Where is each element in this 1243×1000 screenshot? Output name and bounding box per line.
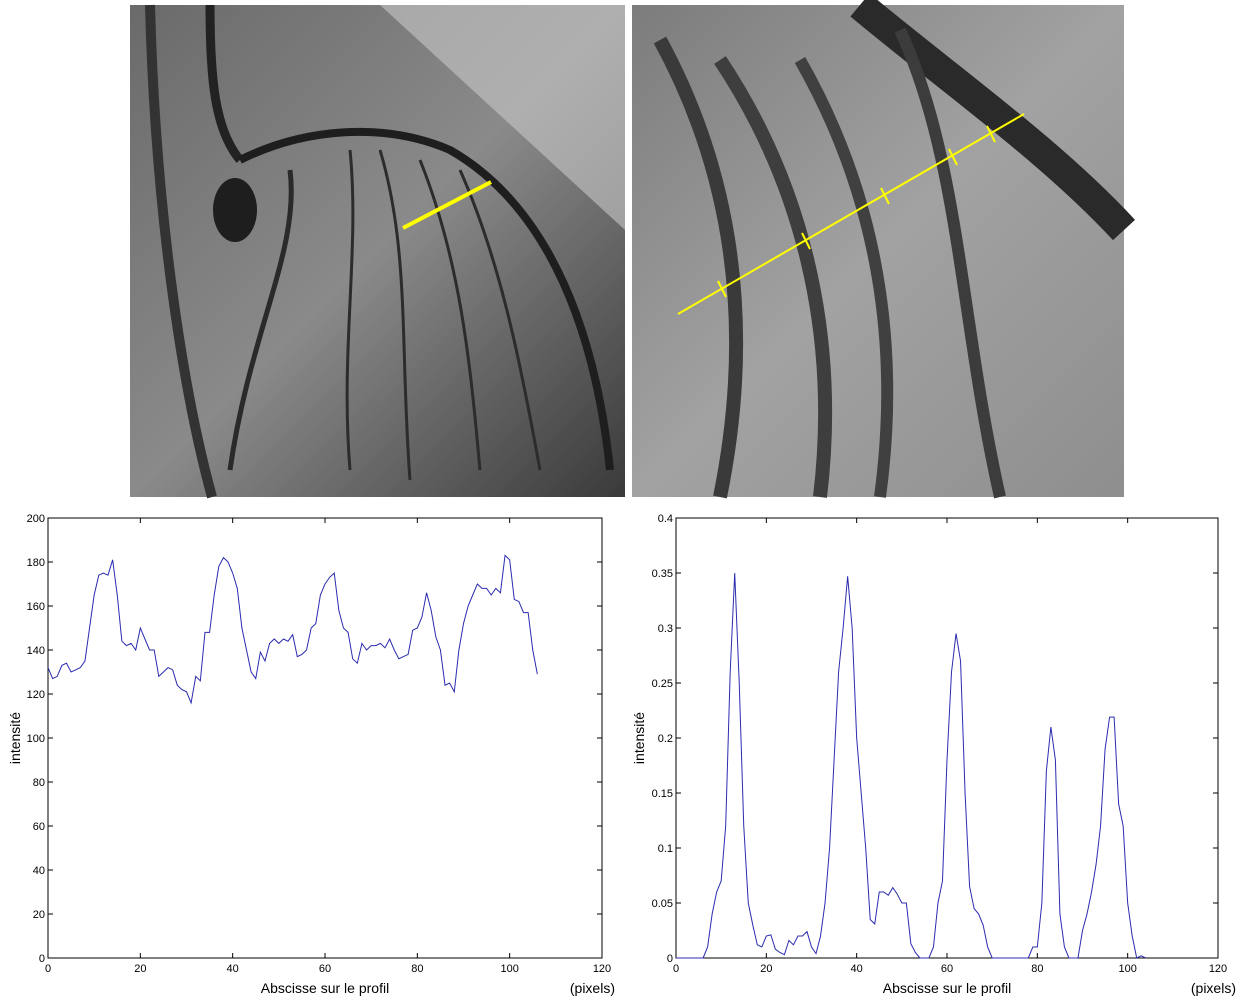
x-tick-label: 80 xyxy=(1031,963,1043,975)
y-tick-label: 120 xyxy=(27,689,45,701)
y-tick-label: 0.1 xyxy=(658,843,673,855)
x-tick-label: 40 xyxy=(851,963,863,975)
y-tick-label: 180 xyxy=(27,557,45,569)
y-tick-label: 0 xyxy=(667,953,673,965)
y-tick-label: 0.2 xyxy=(658,733,673,745)
x-tick-label: 100 xyxy=(500,963,518,975)
profile-line xyxy=(47,554,538,705)
x-tick-label: 100 xyxy=(1118,963,1136,975)
profile-line xyxy=(676,572,1146,959)
y-tick-label: 20 xyxy=(33,909,45,921)
y-tick-label: 140 xyxy=(27,645,45,657)
x-tick-label: 120 xyxy=(1209,963,1227,975)
x-tick-label: 80 xyxy=(411,963,423,975)
y-tick-label: 0.25 xyxy=(652,678,673,690)
y-tick-label: 80 xyxy=(33,777,45,789)
x-axis-unit: (pixels) xyxy=(570,980,615,996)
x-axis-unit: (pixels) xyxy=(1191,980,1236,996)
y-tick-label: 0.35 xyxy=(652,568,673,580)
x-tick-label: 0 xyxy=(673,963,679,975)
y-tick-label: 100 xyxy=(27,733,45,745)
y-tick-label: 0.4 xyxy=(658,513,673,525)
y-tick-label: 40 xyxy=(33,865,45,877)
x-tick-label: 60 xyxy=(941,963,953,975)
y-tick-label: 0.3 xyxy=(658,623,673,635)
y-tick-label: 0.05 xyxy=(652,898,673,910)
y-tick-label: 0.15 xyxy=(652,788,673,800)
x-axis-label: Abscisse sur le profil xyxy=(261,980,389,996)
y-tick-label: 60 xyxy=(33,821,45,833)
x-axis-label: Abscisse sur le profil xyxy=(883,980,1011,996)
x-tick-label: 20 xyxy=(760,963,772,975)
x-tick-label: 120 xyxy=(593,963,611,975)
x-tick-label: 40 xyxy=(227,963,239,975)
x-tick-label: 20 xyxy=(134,963,146,975)
angiogram-zoom xyxy=(632,0,1136,499)
y-tick-label: 160 xyxy=(27,601,45,613)
plot-frame xyxy=(675,517,1219,959)
y-axis-label: intensité xyxy=(7,712,23,764)
y-tick-label: 0 xyxy=(39,953,45,965)
y-tick-label: 200 xyxy=(27,513,45,525)
x-tick-label: 0 xyxy=(45,963,51,975)
y-axis-label: intensité xyxy=(631,712,647,764)
angiogram-full xyxy=(130,4,625,499)
x-tick-label: 60 xyxy=(319,963,331,975)
